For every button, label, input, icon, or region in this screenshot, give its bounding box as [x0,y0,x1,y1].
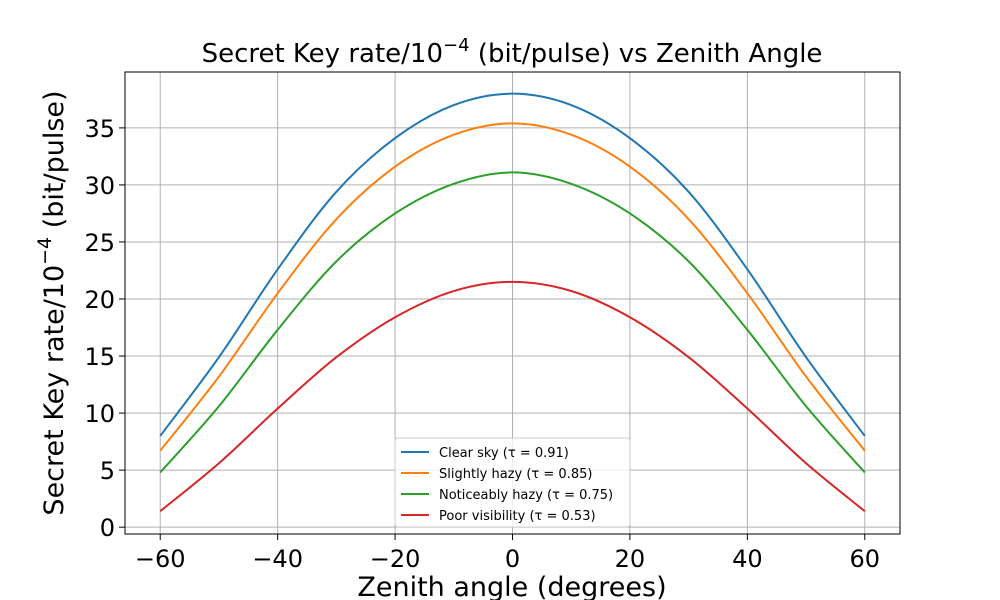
x-tick-label: −60 [135,545,186,573]
x-tick-label: −20 [370,545,421,573]
legend-entry: Noticeably hazy (τ = 0.75) [439,488,613,503]
y-tick-label: 15 [84,343,115,371]
tick-layer: −60 −40 −20 0 20 40 60 0 5 10 15 20 25 30 35 [84,115,880,573]
y-tick-label: 25 [84,229,115,257]
y-axis-label-exponent: −4 [34,237,56,265]
chart-title-exponent: −4 [443,35,470,56]
grid-layer [125,72,900,534]
series-line-2 [159,122,866,452]
series-line-4 [159,280,866,512]
y-tick-label: 30 [84,172,115,200]
x-tick-label: 40 [732,545,763,573]
x-axis-label: Zenith angle (degrees) [357,572,666,600]
chart-title-main: Secret Key rate/10 [202,39,443,69]
y-tick-label: 35 [84,115,115,143]
x-tick-label: 60 [849,545,880,573]
x-tick-label: 20 [615,545,646,573]
series-line-3 [159,171,866,474]
legend-entry: Poor visibility (τ = 0.53) [439,509,596,524]
legend-entry: Clear sky (τ = 0.91) [439,446,569,461]
chart-title: Secret Key rate/10−4 (bit/pulse) vs Zeni… [202,35,823,69]
x-tick-label: −40 [252,545,303,573]
y-tick-label: 5 [100,457,115,485]
y-axis-label: Secret Key rate/10−4 (bit/pulse) [34,90,70,515]
legend-box [394,437,631,528]
series-layer [159,92,866,512]
chart-title-rest: (bit/pulse) vs Zenith Angle [470,39,823,69]
legend-entry: Slightly hazy (τ = 0.85) [439,467,592,482]
x-tick-label: 0 [505,545,520,573]
series-line-1 [159,92,866,437]
legend: Clear sky (τ = 0.91) Slightly hazy (τ = 0… [394,437,631,528]
y-axis-label-rest: (bit/pulse) [39,90,70,236]
y-axis-label-main: Secret Key rate/10 [39,265,70,516]
y-tick-label: 0 [100,514,115,542]
y-tick-label: 20 [84,286,115,314]
y-tick-label: 10 [84,400,115,428]
